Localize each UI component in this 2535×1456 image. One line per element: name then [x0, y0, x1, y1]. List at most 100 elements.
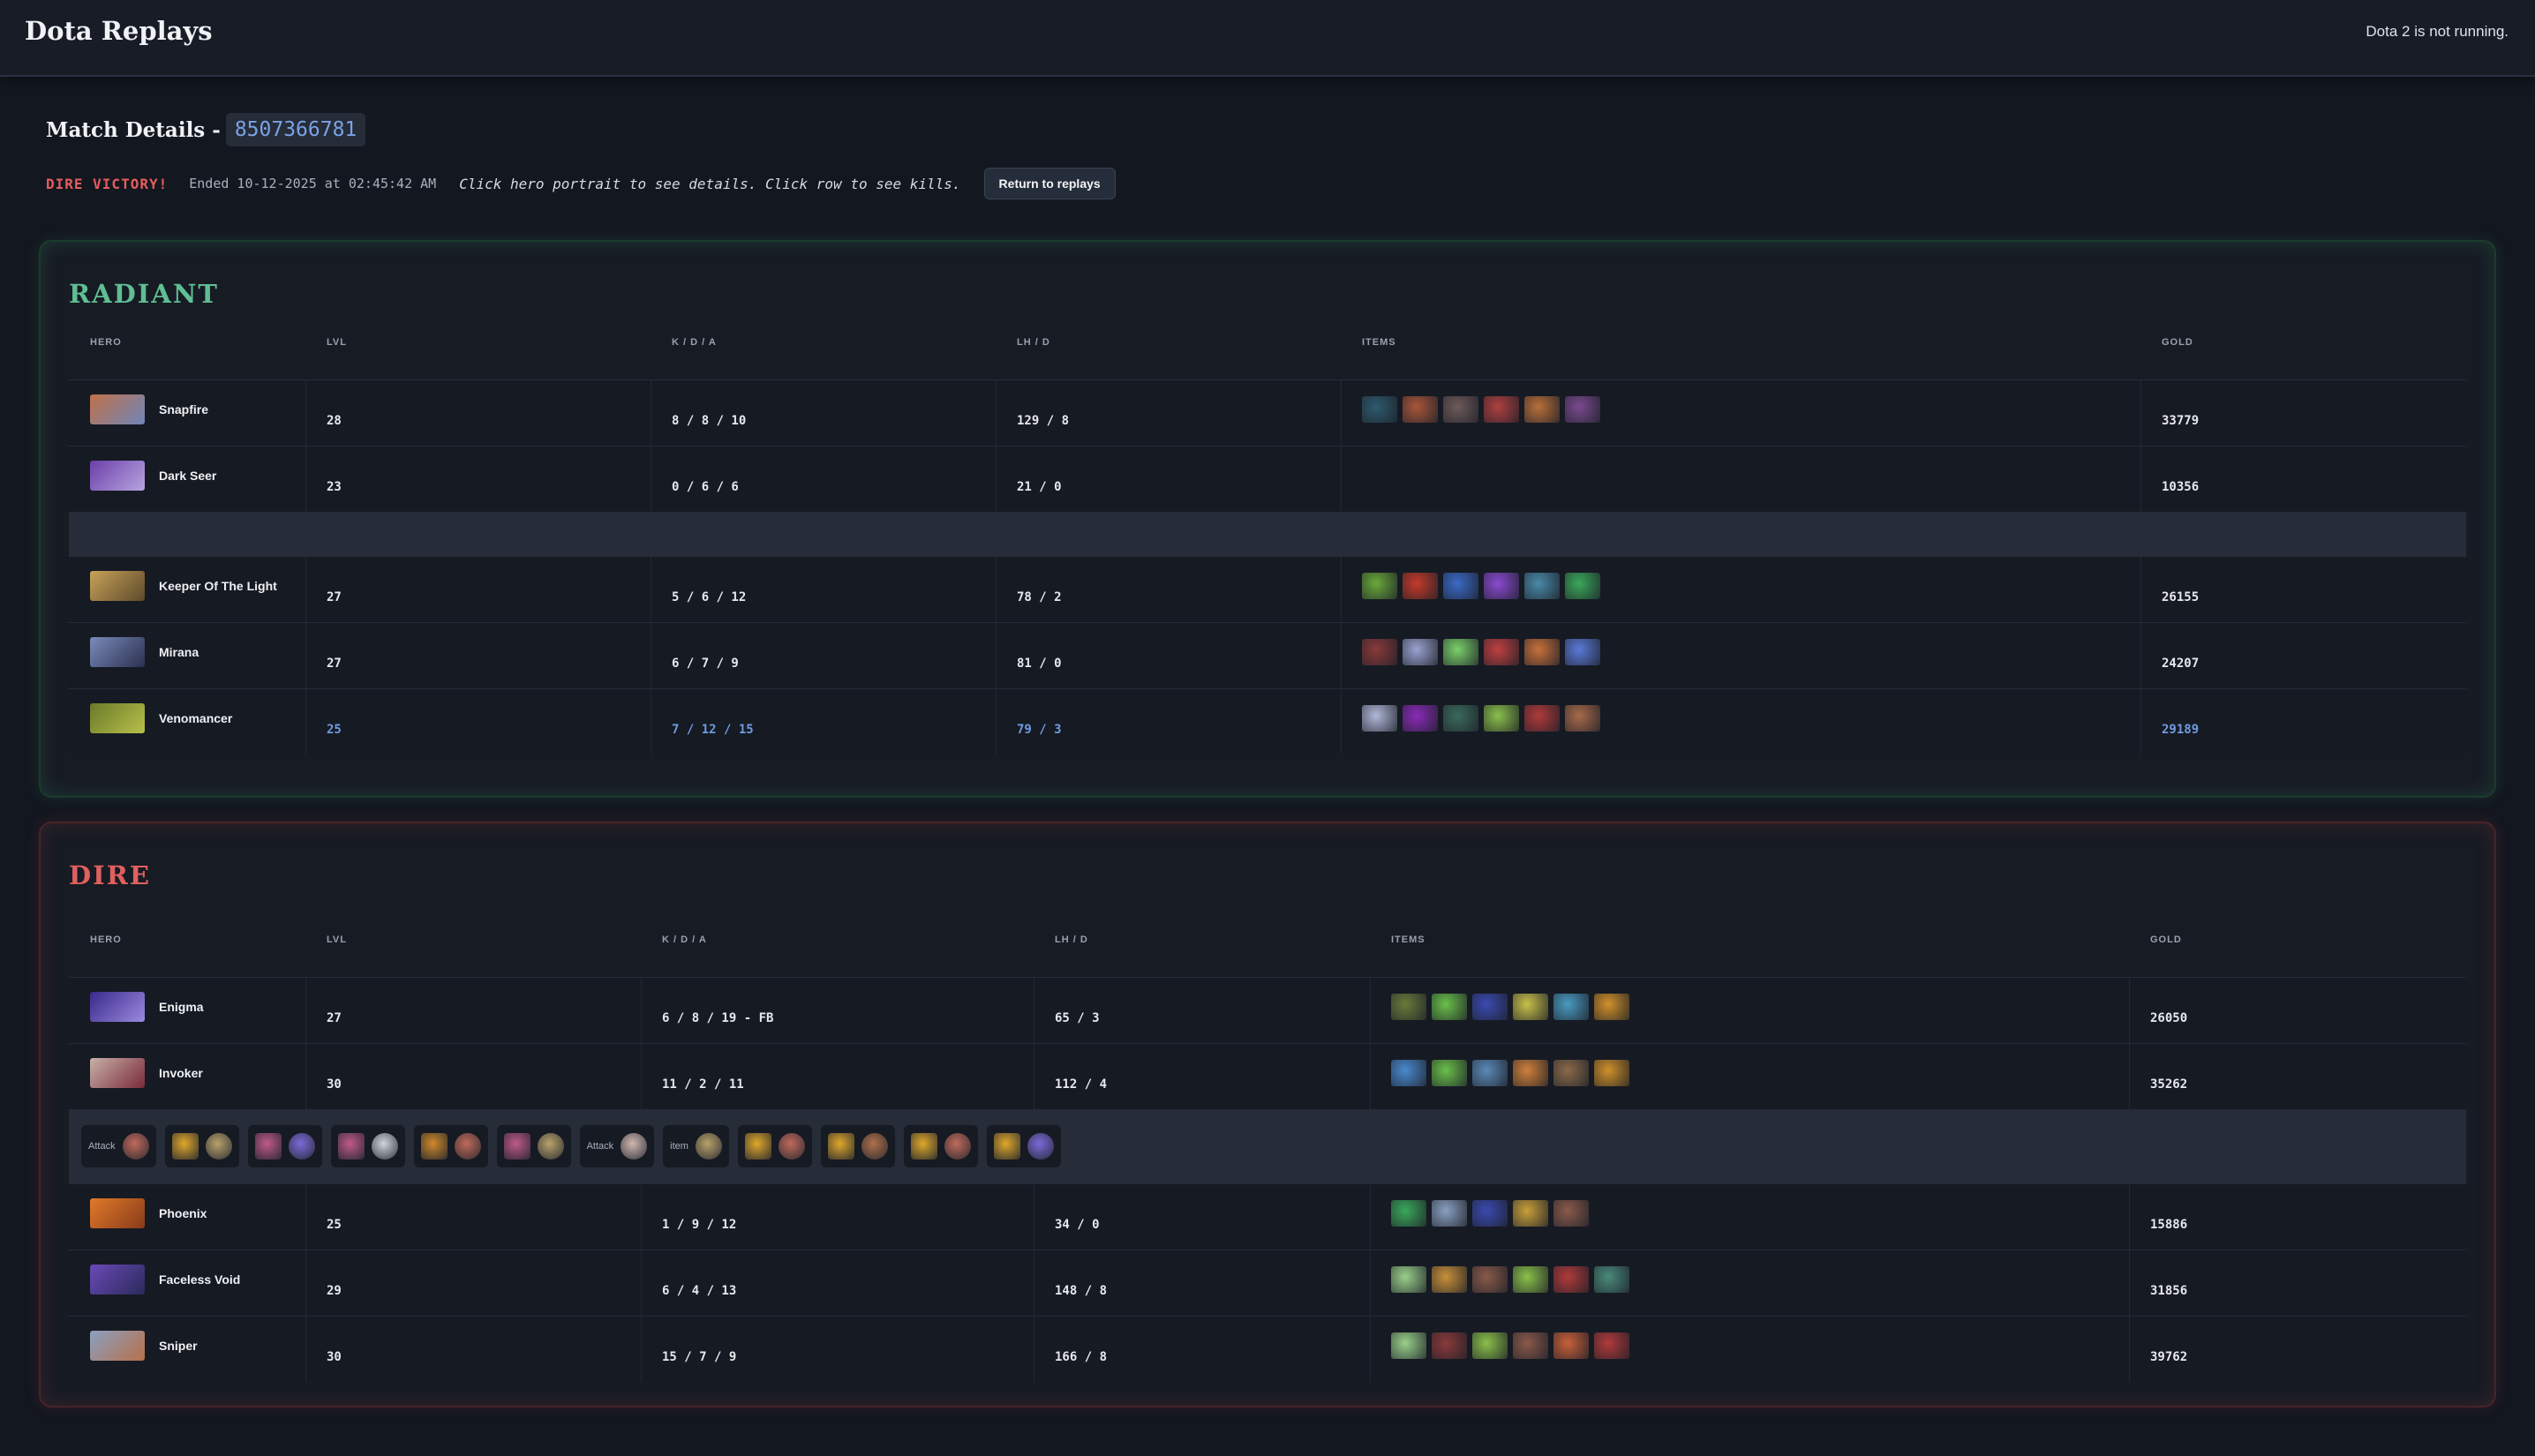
hero-portrait[interactable]: [90, 461, 145, 491]
cell-lhd: [1034, 1317, 1371, 1382]
item-icon[interactable]: [1553, 1060, 1589, 1086]
player-row[interactable]: Invoker 30 11 / 2 / 11 112 / 4 35262: [69, 1043, 2466, 1109]
item-icon[interactable]: [1524, 573, 1560, 599]
item-icon[interactable]: [1443, 639, 1478, 665]
kill-event[interactable]: [986, 1125, 1061, 1167]
item-icon[interactable]: [1403, 705, 1438, 732]
item-icon[interactable]: [1472, 1200, 1508, 1227]
item-icon[interactable]: [1484, 639, 1519, 665]
item-icon[interactable]: [1594, 1060, 1629, 1086]
player-row[interactable]: Dark Seer 23 0 / 6 / 6 21 / 0 10356: [69, 446, 2466, 512]
instructions-hint: Click hero portrait to see details. Clic…: [459, 175, 961, 192]
item-icon[interactable]: [1432, 1266, 1467, 1293]
item-icon[interactable]: [1391, 1266, 1426, 1293]
item-icon[interactable]: [1513, 994, 1548, 1020]
item-icon[interactable]: [1362, 639, 1397, 665]
item-icon[interactable]: [1565, 705, 1600, 732]
player-row[interactable]: Mirana 27 6 / 7 / 9 81 / 0 24207: [69, 622, 2466, 688]
items-list: [1391, 1332, 1629, 1359]
item-icon[interactable]: [1391, 994, 1426, 1020]
item-icon[interactable]: [1484, 396, 1519, 423]
item-icon[interactable]: [1432, 1200, 1467, 1227]
cell-lhd: [996, 380, 1342, 446]
item-icon[interactable]: [1513, 1332, 1548, 1359]
kill-event[interactable]: [247, 1125, 322, 1167]
item-icon[interactable]: [1594, 994, 1629, 1020]
item-icon[interactable]: [1565, 573, 1600, 599]
column-header-lvl: LVL: [327, 337, 347, 348]
hero-portrait[interactable]: [90, 394, 145, 424]
item-icon[interactable]: [1553, 994, 1589, 1020]
hero-portrait[interactable]: [90, 1198, 145, 1228]
item-icon[interactable]: [1513, 1266, 1548, 1293]
item-icon[interactable]: [1403, 396, 1438, 423]
item-icon[interactable]: [1524, 705, 1560, 732]
item-icon[interactable]: [1524, 639, 1560, 665]
kill-event[interactable]: [164, 1125, 239, 1167]
item-icon[interactable]: [1594, 1332, 1629, 1359]
item-icon[interactable]: [1565, 396, 1600, 423]
hero-portrait[interactable]: [90, 703, 145, 733]
kill-event[interactable]: [330, 1125, 405, 1167]
kill-event[interactable]: [820, 1125, 895, 1167]
item-icon[interactable]: [1553, 1332, 1589, 1359]
player-gold: 10356: [2162, 480, 2200, 494]
item-icon[interactable]: [1443, 573, 1478, 599]
kill-event[interactable]: [496, 1125, 571, 1167]
kill-event[interactable]: [737, 1125, 812, 1167]
hero-cell: Venomancer: [90, 703, 232, 733]
item-icon[interactable]: [1362, 573, 1397, 599]
item-icon[interactable]: [1484, 705, 1519, 732]
item-icon[interactable]: [1443, 705, 1478, 732]
item-icon[interactable]: [1565, 639, 1600, 665]
item-icon[interactable]: [1362, 705, 1397, 732]
player-row[interactable]: Snapfire 28 8 / 8 / 10 129 / 8 33779: [69, 379, 2466, 446]
kill-event[interactable]: [903, 1125, 978, 1167]
hero-portrait[interactable]: [90, 571, 145, 601]
item-icon[interactable]: [1443, 396, 1478, 423]
kill-event[interactable]: [413, 1125, 488, 1167]
item-icon[interactable]: [1553, 1266, 1589, 1293]
item-icon[interactable]: [1472, 1332, 1508, 1359]
cell-kda: [641, 1317, 1034, 1382]
item-icon[interactable]: [1472, 994, 1508, 1020]
items-list: [1391, 1266, 1629, 1293]
hero-portrait[interactable]: [90, 1331, 145, 1361]
player-row[interactable]: Sniper 30 15 / 7 / 9 166 / 8 39762: [69, 1316, 2466, 1382]
player-row[interactable]: Venomancer 25 7 / 12 / 15 79 / 3 29189: [69, 688, 2466, 754]
hero-portrait[interactable]: [90, 1265, 145, 1295]
item-icon[interactable]: [1594, 1266, 1629, 1293]
kill-event[interactable]: item: [663, 1125, 729, 1167]
item-icon[interactable]: [1403, 639, 1438, 665]
match-id[interactable]: 8507366781: [225, 113, 366, 146]
cell-kda: [641, 1044, 1034, 1109]
item-icon[interactable]: [1432, 994, 1467, 1020]
hero-portrait[interactable]: [90, 637, 145, 667]
kill-event[interactable]: Attack: [579, 1125, 655, 1167]
hero-portrait[interactable]: [90, 1058, 145, 1088]
player-row[interactable]: Faceless Void 29 6 / 4 / 13 148 / 8 31856: [69, 1250, 2466, 1316]
item-icon[interactable]: [1403, 573, 1438, 599]
item-icon[interactable]: [1432, 1332, 1467, 1359]
kill-event[interactable]: Attack: [81, 1125, 156, 1167]
item-icon[interactable]: [1553, 1200, 1589, 1227]
player-row[interactable]: Keeper Of The Light 27 5 / 6 / 12 78 / 2 261…: [69, 556, 2466, 622]
item-icon[interactable]: [1524, 396, 1560, 423]
item-icon[interactable]: [1432, 1060, 1467, 1086]
item-icon[interactable]: [1484, 573, 1519, 599]
player-row[interactable]: Phoenix 25 1 / 9 / 12 34 / 0 15886: [69, 1183, 2466, 1250]
item-icon[interactable]: [1391, 1332, 1426, 1359]
return-to-replays-button[interactable]: Return to replays: [983, 168, 1116, 199]
item-icon[interactable]: [1362, 396, 1397, 423]
column-header-kda: K / D / A: [672, 337, 717, 348]
item-icon[interactable]: [1513, 1200, 1548, 1227]
item-icon[interactable]: [1472, 1060, 1508, 1086]
hero-portrait[interactable]: [90, 992, 145, 1022]
item-icon[interactable]: [1391, 1200, 1426, 1227]
top-bar: Dota Replays Dota 2 is not running.: [0, 0, 2535, 77]
item-icon[interactable]: [1513, 1060, 1548, 1086]
item-icon[interactable]: [1391, 1060, 1426, 1086]
hero-icon: [371, 1133, 398, 1160]
player-row[interactable]: Enigma 27 6 / 8 / 19 - FB 65 / 3 26050: [69, 977, 2466, 1043]
item-icon[interactable]: [1472, 1266, 1508, 1293]
